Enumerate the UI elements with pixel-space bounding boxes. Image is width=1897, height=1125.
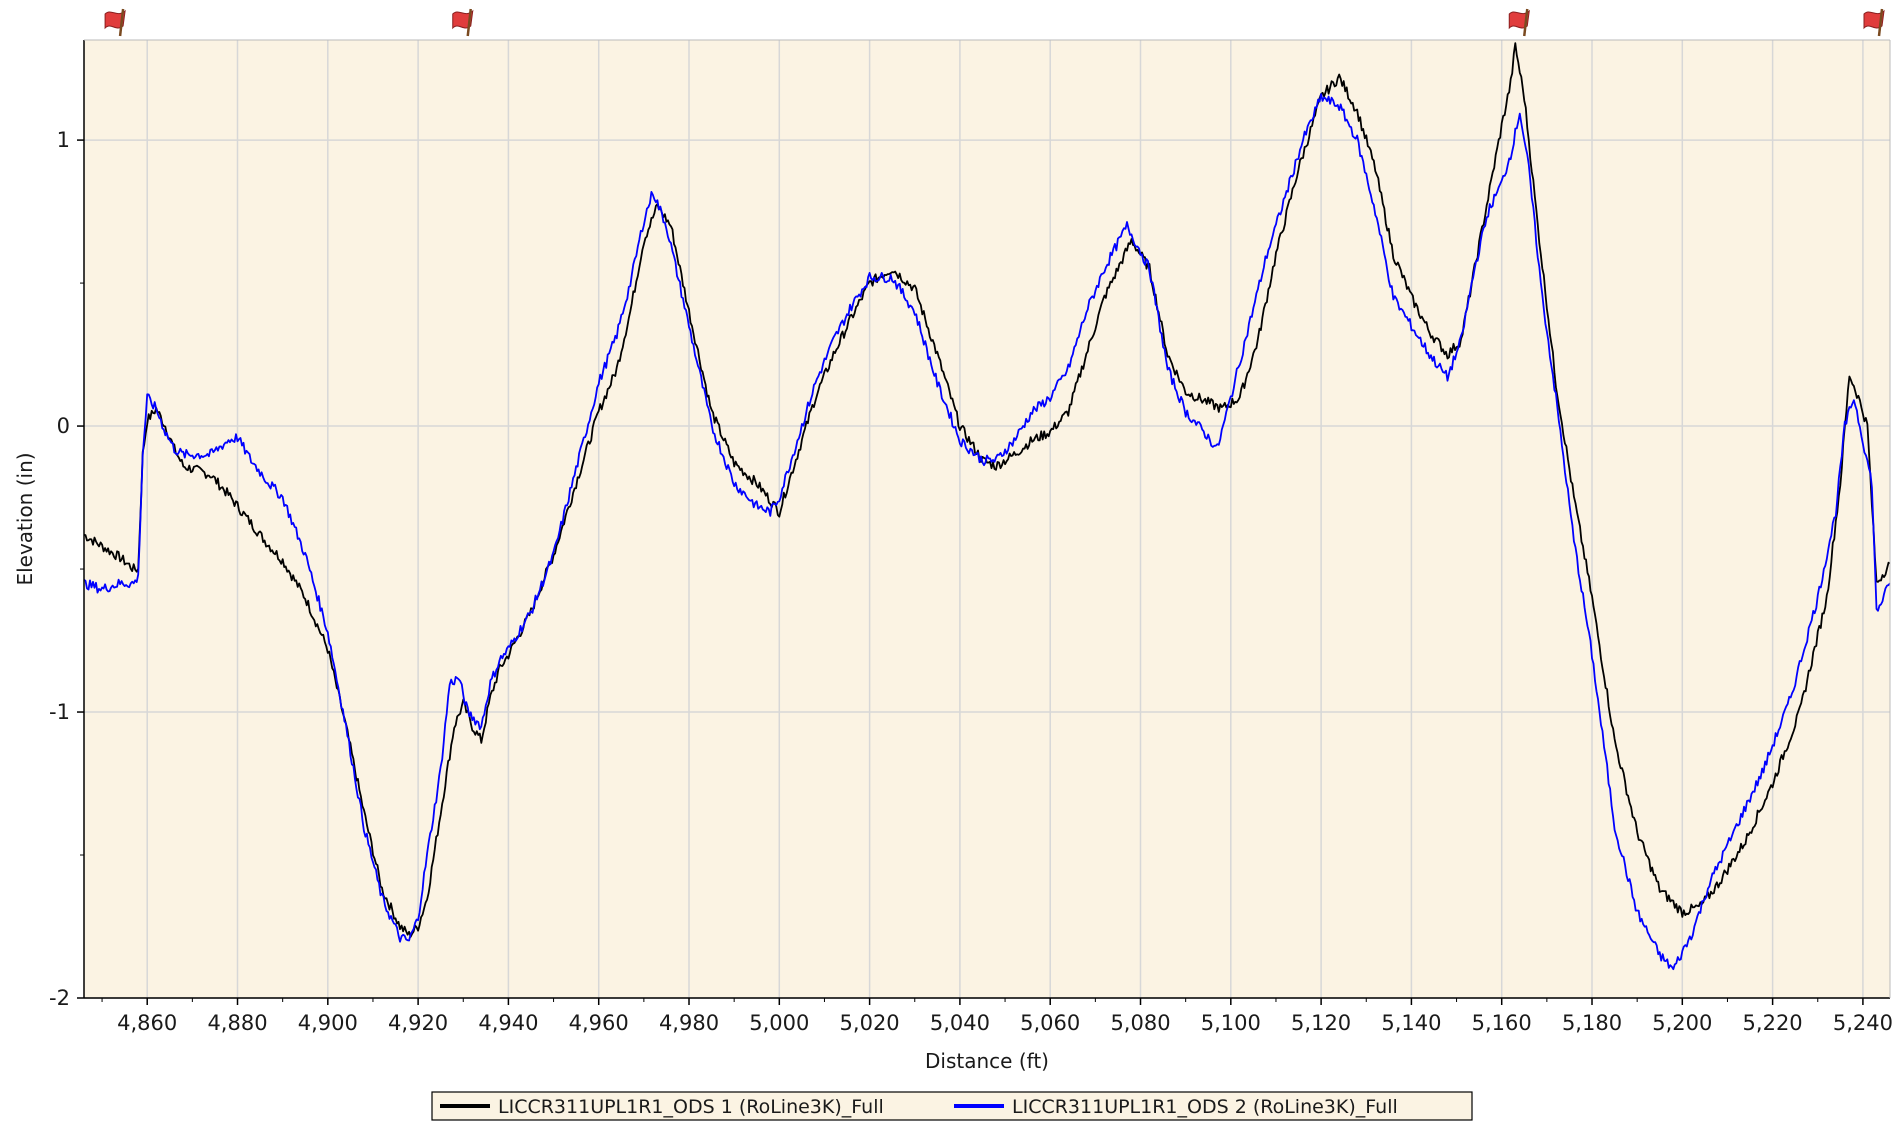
y-tick-label: -1 bbox=[49, 700, 70, 724]
x-tick-label: 5,240 bbox=[1833, 1011, 1893, 1035]
grid bbox=[84, 40, 1890, 999]
x-tick-label: 4,900 bbox=[298, 1011, 358, 1035]
x-tick-label: 5,140 bbox=[1381, 1011, 1441, 1035]
x-tick-label: 5,040 bbox=[930, 1011, 990, 1035]
x-tick-label: 4,860 bbox=[117, 1011, 177, 1035]
x-tick-label: 5,220 bbox=[1743, 1011, 1803, 1035]
series-line-1 bbox=[83, 42, 1891, 938]
axes: 4,860 4,880 4,900 4,920 4,940 4,960 4,980 5,000… bbox=[49, 39, 1893, 1035]
y-axis-label: Elevation (in) bbox=[13, 452, 37, 585]
series-layer bbox=[83, 42, 1891, 971]
legend-label-series-1: LICCR311UPL1R1_ODS 1 (RoLine3K)_Full bbox=[498, 1096, 884, 1118]
x-tick-label: 4,920 bbox=[388, 1011, 448, 1035]
flag-icon bbox=[104, 8, 126, 37]
x-tick-label: 5,200 bbox=[1652, 1011, 1712, 1035]
x-tick-label: 4,940 bbox=[478, 1011, 538, 1035]
flag-icon bbox=[1508, 8, 1530, 37]
legend: LICCR311UPL1R1_ODS 1 (RoLine3K)_Full LIC… bbox=[431, 1091, 1473, 1121]
y-tick-label: -2 bbox=[49, 986, 70, 1010]
x-tick-label: 5,080 bbox=[1110, 1011, 1170, 1035]
x-tick-label: 4,880 bbox=[207, 1011, 267, 1035]
x-tick-label: 4,960 bbox=[569, 1011, 629, 1035]
event-flags bbox=[104, 8, 1885, 37]
x-tick-label: 5,000 bbox=[749, 1011, 809, 1035]
y-tick-label: 1 bbox=[57, 128, 70, 152]
x-tick-label: 5,060 bbox=[1020, 1011, 1080, 1035]
x-tick-label: 5,120 bbox=[1291, 1011, 1351, 1035]
x-tick-label: 5,180 bbox=[1562, 1011, 1622, 1035]
flag-icon bbox=[1863, 8, 1885, 37]
y-tick-label: 0 bbox=[57, 414, 70, 438]
legend-label-series-2: LICCR311UPL1R1_ODS 2 (RoLine3K)_Full bbox=[1012, 1096, 1398, 1118]
x-tick-label: 5,100 bbox=[1201, 1011, 1261, 1035]
x-tick-label: 5,160 bbox=[1472, 1011, 1532, 1035]
x-axis-label: Distance (ft) bbox=[925, 1049, 1049, 1073]
plot-area bbox=[84, 40, 1890, 998]
flag-icon bbox=[452, 8, 474, 37]
x-tick-label: 4,980 bbox=[659, 1011, 719, 1035]
series-line-2 bbox=[83, 93, 1891, 971]
x-tick-label: 5,020 bbox=[840, 1011, 900, 1035]
legend-box bbox=[431, 1091, 1473, 1121]
